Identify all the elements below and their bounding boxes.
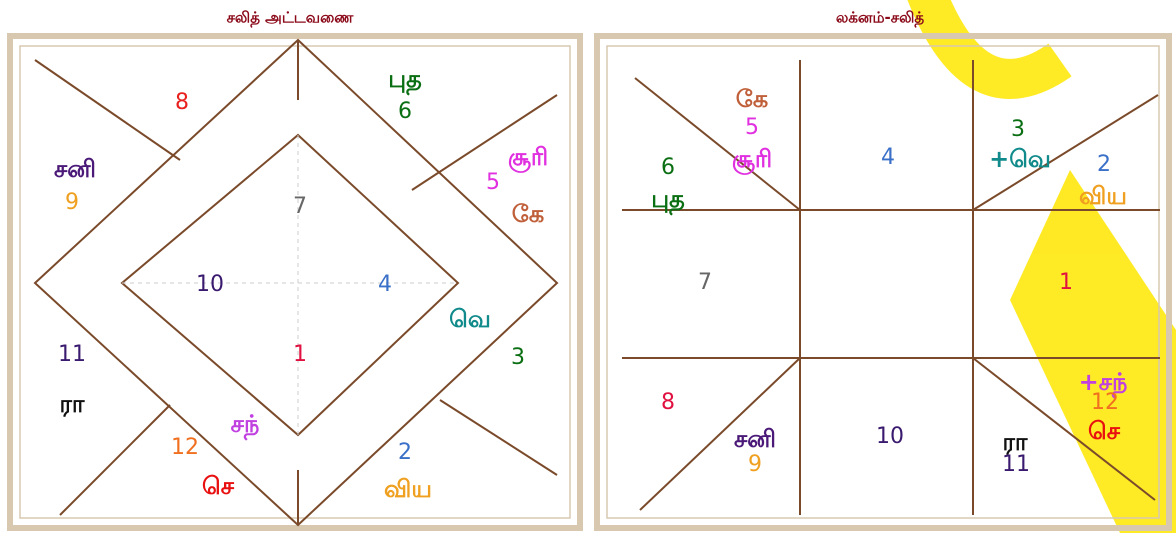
house-number: 1	[293, 342, 307, 367]
planet-label: கே	[736, 85, 768, 113]
watermark	[925, 0, 1176, 533]
house-number: 2	[398, 440, 412, 465]
house-number: 12	[1091, 390, 1119, 415]
planet-label: சனி	[734, 425, 776, 453]
house-number: 7	[293, 194, 307, 219]
house-number: 11	[1002, 452, 1030, 477]
planet-label: புத	[651, 185, 685, 216]
house-number: 9	[65, 190, 79, 215]
planet-label: +வெ	[989, 145, 1051, 173]
house-number: 7	[698, 270, 712, 295]
planet-label: ரா	[60, 390, 85, 418]
planet-label: சூரி	[508, 143, 548, 174]
house-number: 5	[486, 170, 500, 195]
house-number: 9	[748, 452, 762, 477]
planet-label: விய	[384, 475, 432, 503]
house-number: 6	[661, 155, 675, 180]
planet-label: கே	[512, 200, 544, 228]
house-number: 3	[511, 345, 525, 370]
planet-label: சூரி	[732, 145, 772, 176]
planet-label: வெ	[449, 305, 491, 333]
house-number: 4	[881, 145, 895, 170]
house-number: 10	[196, 272, 224, 297]
chart-title: சலித் அட்டவணை	[227, 9, 355, 28]
planet-label: சனி	[54, 155, 96, 183]
left-grid	[35, 40, 557, 525]
planet-label: சந்	[231, 410, 260, 441]
left-frame	[10, 36, 580, 528]
house-number: 1	[1059, 270, 1073, 295]
house-number: 5	[745, 115, 759, 140]
house-number: 11	[58, 342, 86, 367]
house-number: 8	[661, 390, 675, 415]
planet-label: புத	[388, 65, 422, 96]
house-number: 12	[171, 435, 199, 460]
planet-label: விய	[1079, 182, 1127, 210]
chart-title: லக்னம்-சலித்	[836, 9, 924, 28]
planet-label: செ	[202, 472, 235, 500]
house-number: 2	[1097, 152, 1111, 177]
page: சலித் அட்டவணை8புத6சனி9சூரி5கே7104வெ11ரா1…	[0, 0, 1176, 533]
house-number: 6	[398, 99, 412, 124]
house-number: 8	[175, 90, 189, 115]
planet-label: செ	[1088, 417, 1121, 445]
house-number: 4	[378, 272, 392, 297]
house-number: 3	[1011, 117, 1025, 142]
house-number: 10	[876, 424, 904, 449]
